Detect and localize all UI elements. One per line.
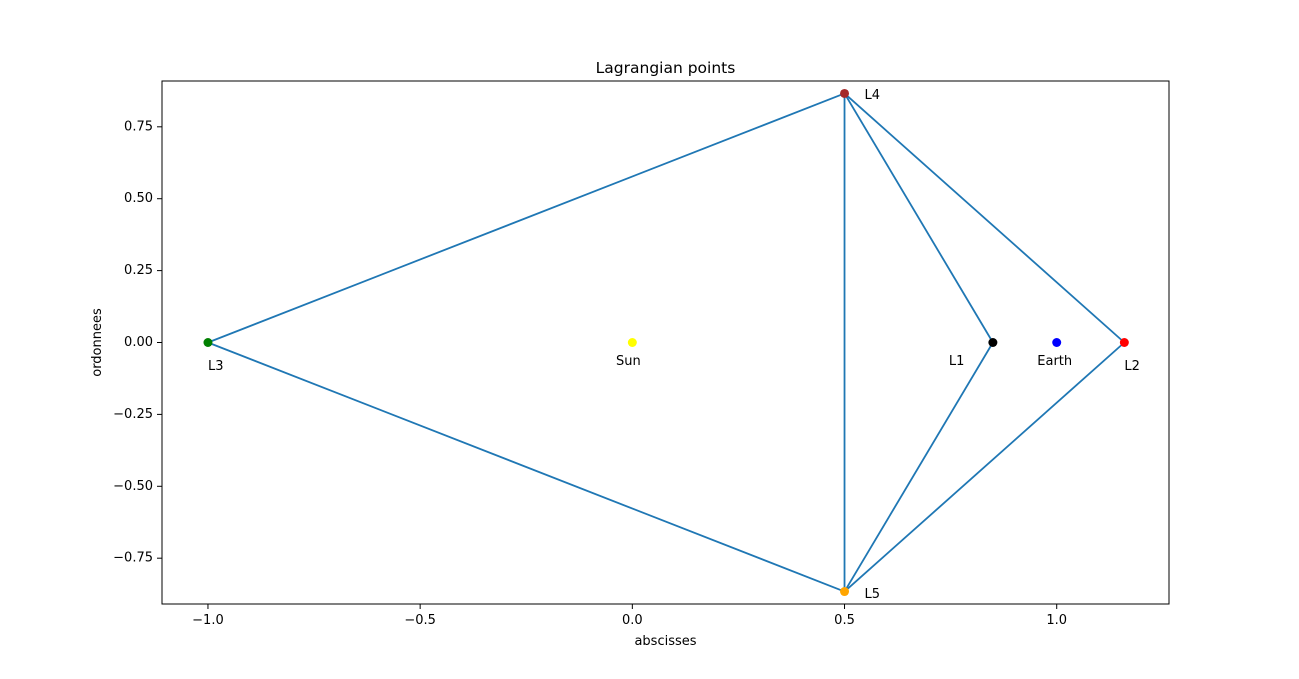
y-tick-label: 0.25 bbox=[124, 263, 153, 278]
y-axis-ticks: −0.75 −0.50 −0.25 0.00 0.25 0.50 0.75 bbox=[113, 119, 162, 566]
point-label-sun: Sun bbox=[616, 354, 641, 369]
segment-l1-l5 bbox=[843, 342, 994, 593]
segment-l2-l5 bbox=[843, 341, 1125, 593]
segment-l4-l2 bbox=[843, 92, 1125, 344]
point-l3 bbox=[203, 338, 213, 347]
segment-l4-l3 bbox=[207, 92, 845, 344]
x-axis-label: abscisses bbox=[634, 634, 696, 649]
point-earth bbox=[1052, 338, 1062, 347]
y-tick-label: −0.75 bbox=[113, 551, 153, 566]
point-l2 bbox=[1119, 338, 1129, 347]
connection-lines bbox=[207, 92, 1125, 593]
point-l4 bbox=[840, 88, 850, 98]
y-axis-label: ordonnees bbox=[90, 308, 105, 377]
x-axis-ticks: −1.0 −0.5 0.0 0.5 1.0 bbox=[192, 604, 1067, 628]
point-labels: L1 L2 L3 L4 L5 Sun Earth bbox=[208, 88, 1140, 602]
x-tick-label: 1.0 bbox=[1046, 613, 1067, 628]
point-l1 bbox=[988, 338, 998, 347]
point-label-earth: Earth bbox=[1037, 354, 1072, 369]
point-label-l2: L2 bbox=[1124, 359, 1140, 374]
y-tick-label: −0.50 bbox=[113, 479, 153, 494]
segment-l4-l1 bbox=[843, 92, 994, 343]
point-sun bbox=[627, 338, 637, 347]
plot-frame bbox=[161, 80, 1170, 605]
x-tick-label: −0.5 bbox=[404, 613, 436, 628]
chart-title: Lagrangian points bbox=[596, 59, 736, 77]
x-tick-label: −1.0 bbox=[192, 613, 224, 628]
y-tick-label: 0.75 bbox=[124, 119, 153, 134]
point-label-l1: L1 bbox=[949, 354, 965, 369]
y-tick-label: −0.25 bbox=[113, 407, 153, 422]
lagrange-points bbox=[203, 88, 1129, 597]
point-label-l3: L3 bbox=[208, 359, 224, 374]
y-tick-label: 0.50 bbox=[124, 191, 153, 206]
y-tick-label: 0.00 bbox=[124, 335, 153, 350]
point-label-l4: L4 bbox=[865, 88, 881, 103]
x-tick-label: 0.5 bbox=[834, 613, 855, 628]
segment-l3-l5 bbox=[207, 341, 845, 593]
point-label-l5: L5 bbox=[865, 587, 881, 602]
point-l5 bbox=[840, 587, 850, 597]
x-tick-label: 0.0 bbox=[622, 613, 643, 628]
